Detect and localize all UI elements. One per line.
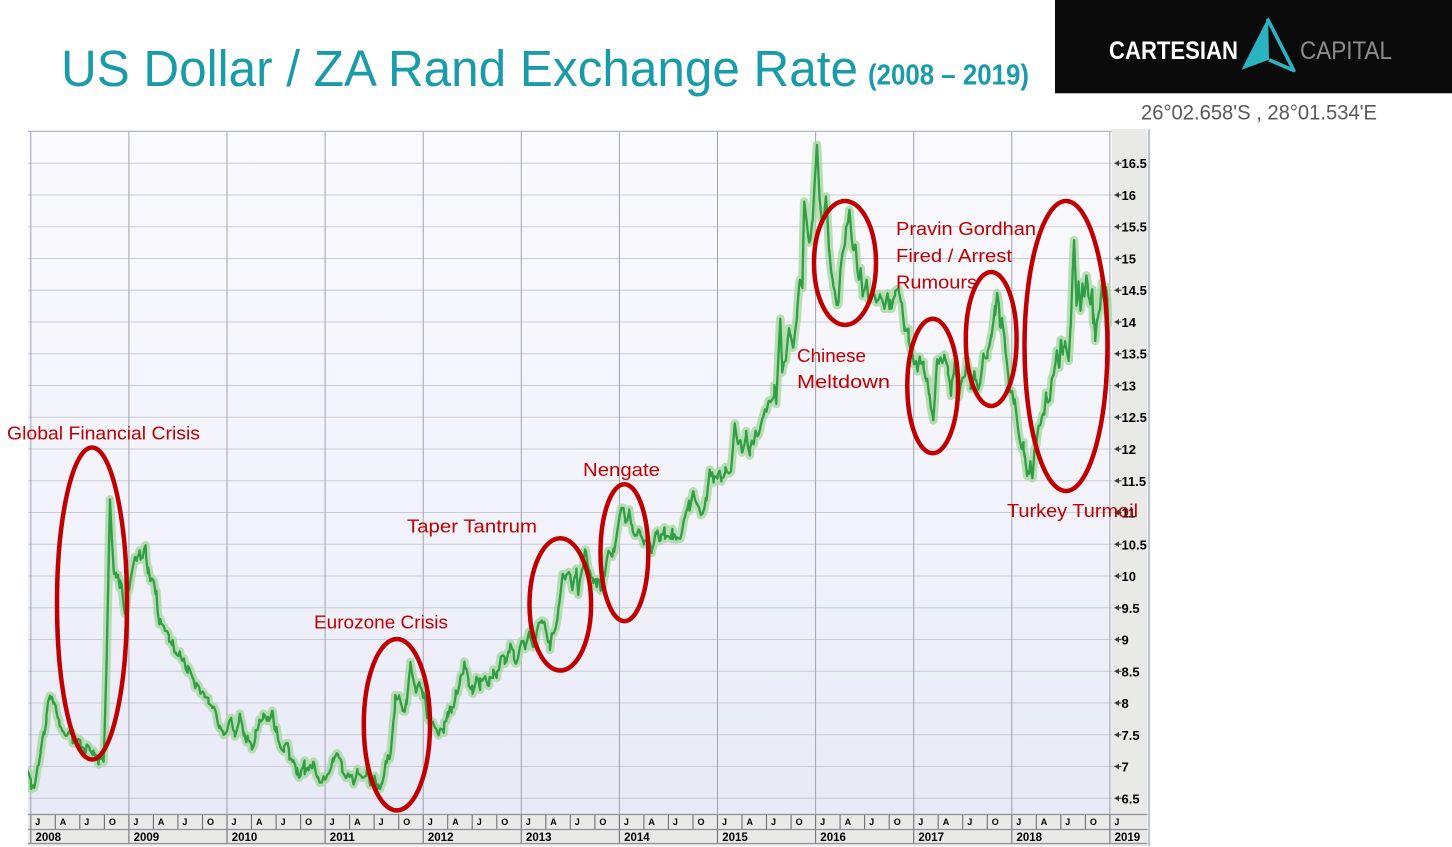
svg-text:J: J bbox=[918, 817, 923, 827]
svg-text:A: A bbox=[256, 817, 263, 827]
svg-text:J: J bbox=[1065, 817, 1070, 827]
svg-text:O: O bbox=[501, 817, 508, 827]
svg-text:Turkey Turmoil: Turkey Turmoil bbox=[1007, 501, 1138, 521]
svg-text:12: 12 bbox=[1122, 442, 1136, 457]
svg-text:O: O bbox=[1090, 817, 1097, 827]
svg-text:J: J bbox=[428, 817, 433, 827]
svg-text:J: J bbox=[330, 817, 335, 827]
svg-text:Taper Tantrum: Taper Tantrum bbox=[407, 517, 537, 537]
svg-text:J: J bbox=[967, 817, 972, 827]
svg-text:2015: 2015 bbox=[722, 832, 748, 844]
svg-text:O: O bbox=[109, 817, 116, 827]
svg-text:6.5: 6.5 bbox=[1122, 791, 1140, 806]
svg-text:A: A bbox=[550, 817, 557, 827]
svg-text:J: J bbox=[232, 817, 237, 827]
svg-text:J: J bbox=[771, 817, 776, 827]
svg-text:Meltdown: Meltdown bbox=[797, 372, 890, 392]
svg-text:J: J bbox=[84, 817, 89, 827]
svg-text:10: 10 bbox=[1122, 569, 1136, 584]
svg-text:A: A bbox=[60, 817, 67, 827]
svg-text:10.5: 10.5 bbox=[1122, 537, 1147, 552]
svg-text:(2008 – 2019): (2008 – 2019) bbox=[868, 60, 1029, 92]
svg-text:J: J bbox=[1016, 817, 1021, 827]
svg-text:16: 16 bbox=[1122, 188, 1136, 203]
svg-text:O: O bbox=[599, 817, 606, 827]
svg-text:J: J bbox=[35, 817, 40, 827]
svg-text:Eurozone Crisis: Eurozone Crisis bbox=[314, 613, 448, 633]
svg-text:J: J bbox=[182, 817, 187, 827]
svg-text:2017: 2017 bbox=[918, 832, 944, 844]
svg-text:J: J bbox=[1114, 817, 1119, 827]
svg-text:J: J bbox=[869, 817, 874, 827]
svg-text:26°02.658'S , 28°01.534'E: 26°02.658'S , 28°01.534'E bbox=[1141, 102, 1377, 125]
svg-text:13: 13 bbox=[1122, 379, 1136, 394]
svg-text:O: O bbox=[305, 817, 312, 827]
svg-text:9: 9 bbox=[1122, 633, 1129, 648]
svg-text:2010: 2010 bbox=[232, 832, 258, 844]
svg-text:12.5: 12.5 bbox=[1122, 410, 1147, 425]
svg-text:8: 8 bbox=[1122, 696, 1129, 711]
svg-text:CARTESIAN: CARTESIAN bbox=[1109, 37, 1238, 65]
svg-text:O: O bbox=[403, 817, 410, 827]
svg-text:2008: 2008 bbox=[36, 832, 62, 844]
svg-text:15: 15 bbox=[1122, 252, 1136, 267]
svg-text:2011: 2011 bbox=[330, 832, 356, 844]
svg-text:Pravin Gordhan: Pravin Gordhan bbox=[896, 219, 1036, 239]
svg-text:2019: 2019 bbox=[1115, 832, 1141, 844]
svg-text:J: J bbox=[820, 817, 825, 827]
svg-text:A: A bbox=[158, 817, 165, 827]
svg-text:O: O bbox=[698, 817, 705, 827]
svg-text:A: A bbox=[354, 817, 361, 827]
svg-text:J: J bbox=[624, 817, 629, 827]
svg-text:9.5: 9.5 bbox=[1122, 601, 1140, 616]
svg-text:A: A bbox=[845, 817, 852, 827]
svg-text:O: O bbox=[894, 817, 901, 827]
svg-text:11.5: 11.5 bbox=[1122, 474, 1147, 489]
svg-text:2013: 2013 bbox=[526, 832, 552, 844]
svg-text:J: J bbox=[575, 817, 580, 827]
svg-text:11: 11 bbox=[1122, 506, 1136, 521]
svg-text:7.5: 7.5 bbox=[1122, 728, 1140, 743]
svg-text:J: J bbox=[722, 817, 727, 827]
svg-text:13.5: 13.5 bbox=[1122, 347, 1147, 362]
svg-text:Fired / Arrest: Fired / Arrest bbox=[896, 246, 1012, 266]
svg-text:A: A bbox=[1041, 817, 1048, 827]
svg-text:CAPITAL: CAPITAL bbox=[1300, 37, 1392, 65]
svg-text:O: O bbox=[207, 817, 214, 827]
svg-text:2012: 2012 bbox=[428, 832, 454, 844]
svg-text:A: A bbox=[648, 817, 655, 827]
svg-text:A: A bbox=[943, 817, 950, 827]
svg-text:J: J bbox=[379, 817, 384, 827]
svg-text:O: O bbox=[796, 817, 803, 827]
svg-text:8.5: 8.5 bbox=[1122, 664, 1140, 679]
svg-text:J: J bbox=[673, 817, 678, 827]
svg-text:2016: 2016 bbox=[820, 832, 846, 844]
svg-text:2018: 2018 bbox=[1017, 832, 1043, 844]
svg-text:US Dollar / ZA Rand Exchange R: US Dollar / ZA Rand Exchange Rate bbox=[61, 40, 858, 97]
svg-text:14: 14 bbox=[1122, 315, 1137, 330]
svg-text:7: 7 bbox=[1122, 760, 1129, 775]
svg-text:J: J bbox=[281, 817, 286, 827]
svg-text:A: A bbox=[747, 817, 754, 827]
svg-text:15.5: 15.5 bbox=[1122, 220, 1147, 235]
svg-text:Global Financial Crisis: Global Financial Crisis bbox=[7, 424, 200, 444]
svg-text:Chinese: Chinese bbox=[797, 346, 866, 366]
svg-text:A: A bbox=[452, 817, 459, 827]
svg-text:14.5: 14.5 bbox=[1122, 283, 1147, 298]
svg-text:Rumours: Rumours bbox=[896, 273, 977, 293]
svg-text:O: O bbox=[992, 817, 999, 827]
svg-text:Nengate: Nengate bbox=[583, 460, 660, 480]
svg-text:J: J bbox=[133, 817, 138, 827]
svg-text:J: J bbox=[477, 817, 482, 827]
svg-text:2009: 2009 bbox=[134, 832, 160, 844]
svg-text:J: J bbox=[526, 817, 531, 827]
svg-text:2014: 2014 bbox=[624, 832, 650, 844]
svg-text:16.5: 16.5 bbox=[1122, 156, 1147, 171]
